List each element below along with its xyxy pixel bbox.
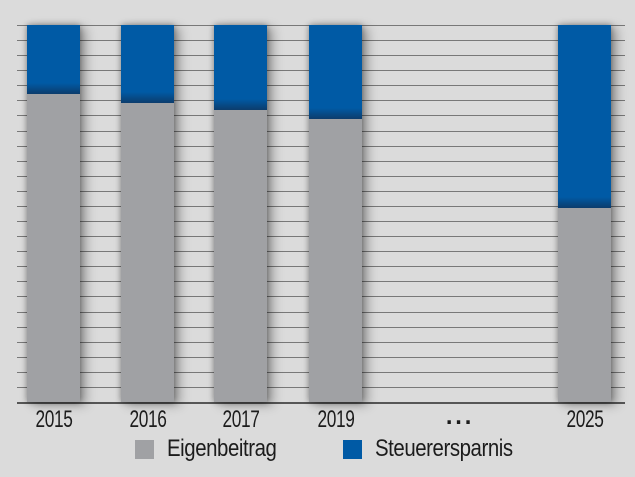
x-axis-label-2017: 2017 [221,406,259,433]
bar-2017 [214,25,267,402]
legend-label: Steuerersparnis [375,435,513,462]
eigenbeitrag-segment-2017 [214,109,267,402]
steuerersparnis-segment-2015 [27,25,80,94]
bar-2025 [558,25,611,402]
legend-swatch-steuerersparnis [343,439,362,459]
steuerersparnis-segment-2019 [309,25,362,119]
x-axis-label-2015: 2015 [34,406,72,433]
legend: Eigenbeitrag Steuerersparnis [0,435,635,467]
x-axis-line [17,402,625,404]
bar-2015 [27,25,80,402]
eigenbeitrag-segment-2016 [121,102,174,402]
bar-2016 [121,25,174,402]
legend-swatch-eigenbeitrag [135,439,154,459]
steuerersparnis-segment-2017 [214,25,267,110]
x-axis-label-ellipsis: ... [445,402,475,430]
legend-label: Eigenbeitrag [167,435,277,462]
x-axis-label-2019: 2019 [316,406,354,433]
legend-item-eigenbeitrag: Eigenbeitrag [135,435,296,462]
bar-2019 [309,25,362,402]
legend-item-steuerersparnis: Steuerersparnis [343,435,537,462]
x-axis-label-2025: 2025 [565,406,603,433]
eigenbeitrag-segment-2019 [309,118,362,402]
steuerersparnis-segment-2016 [121,25,174,103]
x-axis-label-2016: 2016 [128,406,166,433]
eigenbeitrag-segment-2025 [558,207,611,402]
eigenbeitrag-segment-2015 [27,93,80,402]
plot-area [17,25,625,404]
steuerersparnis-segment-2025 [558,25,611,208]
